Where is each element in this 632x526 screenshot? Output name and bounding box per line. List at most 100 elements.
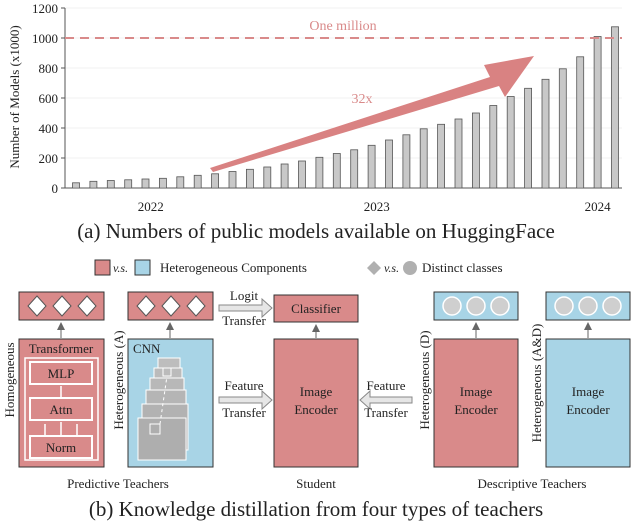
- bars-group: [72, 26, 619, 189]
- x-tick-label: 2024: [585, 199, 612, 214]
- legend-red-swatch: [94, 259, 111, 276]
- feature-transfer-label-right: Transfer: [364, 405, 408, 420]
- homogeneous-teacher: Transformer MLP Attn Norm Homogeneous: [2, 291, 105, 468]
- hetero-ad-label: Heterogeneous (A&D): [529, 324, 544, 443]
- desc-ad-encoder-box: [545, 338, 631, 468]
- mlp-label: MLP: [48, 366, 75, 381]
- y-tick-label: 400: [39, 121, 59, 136]
- legend-hetero-label: Heterogeneous Components: [160, 260, 307, 275]
- homogeneous-label: Homogeneous: [2, 342, 17, 417]
- legend-vs-2: v.s.: [384, 261, 399, 275]
- y-tick-labels: 0 200 400 600 800 1000 1200: [32, 1, 65, 196]
- transformer-inner-arrows: [44, 386, 78, 436]
- bar: [402, 134, 411, 189]
- bar: [158, 177, 167, 189]
- circle-icon: [554, 296, 574, 316]
- growth-annotation: 32x: [352, 92, 373, 107]
- bar: [385, 139, 393, 189]
- bar: [506, 96, 515, 189]
- feature-label-right: Feature: [367, 378, 406, 393]
- bar: [193, 174, 202, 189]
- bar: [263, 166, 272, 189]
- student-encoder-box: [273, 338, 359, 468]
- circle-icon: [602, 296, 622, 316]
- logit-label: Logit: [230, 288, 259, 303]
- circle-icon: [490, 296, 510, 316]
- transformer-label: Transformer: [29, 341, 94, 356]
- logit-transfer-arrow: [218, 297, 273, 319]
- y-tick-label: 1000: [32, 31, 58, 46]
- circle-icon: [403, 261, 417, 275]
- bar: [558, 68, 567, 189]
- bar: [211, 173, 220, 189]
- bar: [245, 168, 254, 189]
- transformer-inner-frame: [24, 357, 99, 461]
- desc-d-image-label: Image: [460, 384, 493, 399]
- bar: [367, 144, 376, 189]
- diamond-icon: [367, 261, 381, 275]
- bar: [315, 156, 324, 189]
- circle-icon: [442, 296, 462, 316]
- circle-icon: [578, 296, 598, 316]
- student-encoder-label: Encoder: [294, 402, 338, 417]
- reference-label: One million: [309, 19, 376, 34]
- y-tick-label: 800: [39, 61, 59, 76]
- y-tick-label: 1200: [32, 1, 58, 16]
- bar: [176, 176, 185, 189]
- x-tick-label: 2022: [138, 199, 164, 214]
- student-image-label: Image: [300, 384, 333, 399]
- bar: [611, 26, 619, 189]
- feature-transfer-arrow-left: [218, 389, 273, 411]
- diamond-icon: [77, 295, 97, 317]
- descriptive-teachers-label: Descriptive Teachers: [478, 476, 587, 491]
- legend-vs-1: v.s.: [113, 261, 128, 275]
- bar: [228, 171, 237, 189]
- logit-transfer-label: Transfer: [222, 313, 266, 328]
- caption-a: (a) Numbers of public models available o…: [77, 219, 555, 243]
- bar: [124, 179, 133, 189]
- classifier-box: [273, 294, 359, 323]
- desc-ad-encoder-label: Encoder: [566, 402, 610, 417]
- bar: [419, 128, 428, 189]
- predictive-teachers-label: Predictive Teachers: [67, 476, 169, 491]
- x-tick-label: 2023: [364, 199, 390, 214]
- diamond-icon: [136, 295, 156, 317]
- cnn-label: CNN: [133, 341, 161, 356]
- student-group-label: Student: [296, 476, 336, 491]
- caption-b: (b) Knowledge distillation from four typ…: [88, 497, 544, 521]
- x-tick-labels: 2022 2023 2024: [138, 199, 611, 214]
- bar: [72, 182, 80, 189]
- student: Classifier Image Encoder: [273, 294, 359, 468]
- bar: [298, 160, 306, 189]
- cnn-teacher: CNN Heterogeneous (A): [111, 291, 214, 468]
- feature-transfer-arrow-right: [359, 389, 413, 411]
- bar: [593, 36, 602, 189]
- descriptive-teacher-d: Image Encoder Heterogeneous (D): [417, 291, 519, 468]
- circle-icon: [466, 296, 486, 316]
- y-tick-label: 0: [52, 181, 59, 196]
- bar: [524, 87, 532, 189]
- left-transfer: Logit Transfer Feature Transfer: [218, 288, 273, 420]
- bar: [437, 123, 446, 189]
- bar: [489, 105, 498, 189]
- diamond-icon: [186, 295, 206, 317]
- attn-label: Attn: [49, 402, 73, 417]
- growth-arrow: [210, 56, 534, 172]
- bar: [106, 180, 115, 189]
- legend-distinct-label: Distinct classes: [422, 260, 503, 275]
- hetero-a-label: Heterogeneous (A): [111, 330, 126, 429]
- bar: [141, 178, 150, 189]
- legend-blue-swatch: [134, 259, 151, 276]
- feature-transfer-label-left: Transfer: [222, 405, 266, 420]
- y-tick-label: 600: [39, 91, 59, 106]
- hetero-d-label: Heterogeneous (D): [417, 330, 432, 429]
- bar: [471, 112, 480, 189]
- diamond-icon: [161, 295, 181, 317]
- legend: v.s. Heterogeneous Components v.s. Disti…: [94, 259, 503, 276]
- desc-d-encoder-box: [433, 338, 519, 468]
- descriptive-teacher-ad: Image Encoder Heterogeneous (A&D): [529, 291, 631, 468]
- norm-label: Norm: [46, 440, 76, 455]
- bar: [454, 118, 463, 189]
- right-transfer: Feature Transfer: [359, 378, 413, 420]
- feature-label-left: Feature: [225, 378, 264, 393]
